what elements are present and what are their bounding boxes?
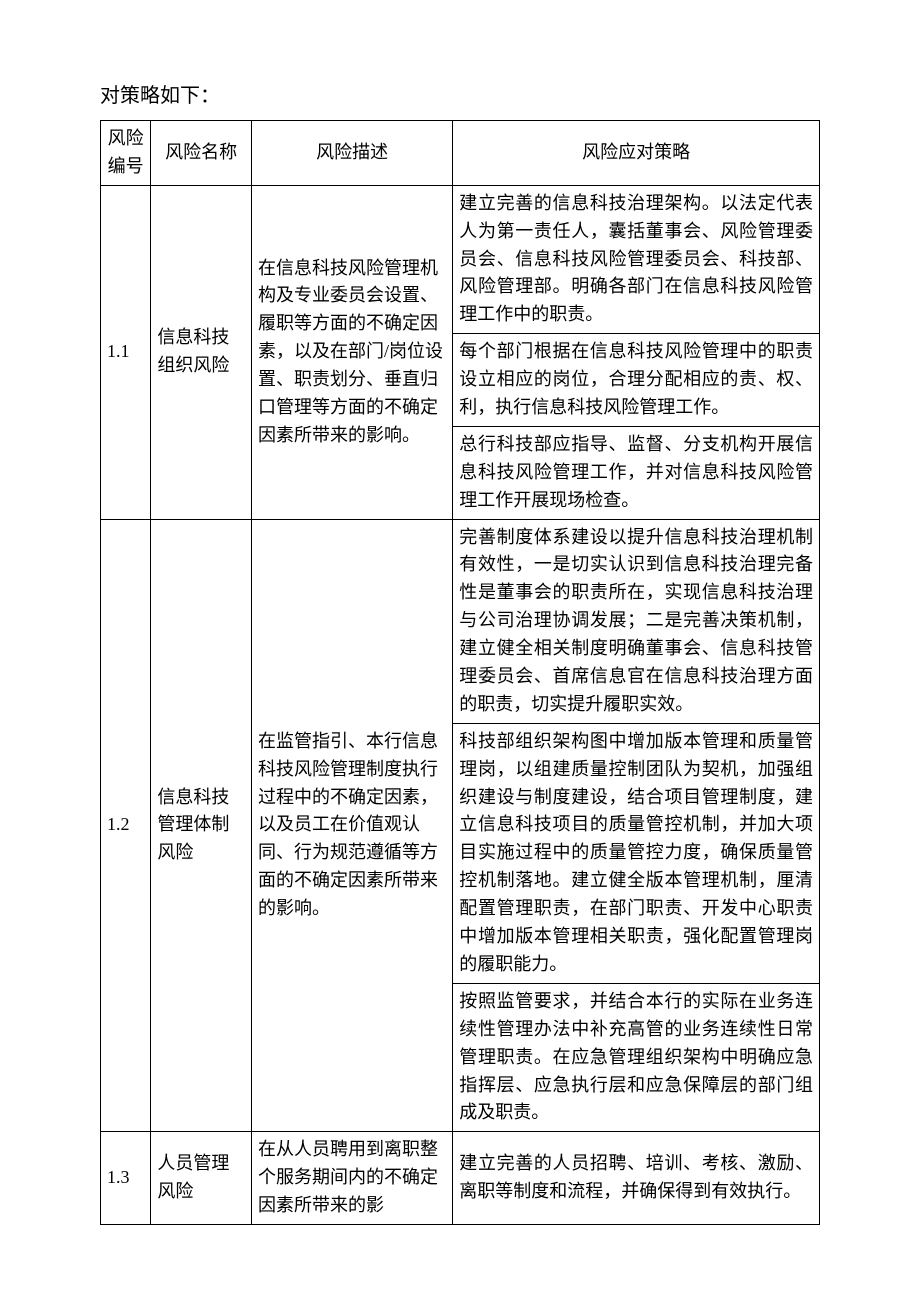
cell-strategy: 完善制度体系建设以提升信息科技治理机制有效性，一是切实认识到信息科技治理完备性是…	[453, 519, 820, 723]
header-strategy: 风险应对策略	[453, 121, 820, 186]
cell-strategy: 建立完善的人员招聘、培训、考核、激励、离职等制度和流程，并确保得到有效执行。	[453, 1132, 820, 1225]
cell-strategy: 总行科技部应指导、监督、分支机构开展信息科技风险管理工作，并对信息科技风险管理工…	[453, 426, 820, 519]
header-id: 风险编号	[101, 121, 151, 186]
cell-id: 1.3	[101, 1132, 151, 1225]
intro-text: 对策略如下：	[100, 80, 820, 112]
cell-name: 信息科技组织风险	[151, 185, 252, 519]
table-row: 1.3 人员管理风险 在从人员聘用到离职整个服务期间内的不确定因素所带来的影 建…	[101, 1132, 820, 1225]
risk-table: 风险编号 风险名称 风险描述 风险应对策略 1.1 信息科技组织风险 在信息科技…	[100, 120, 820, 1225]
cell-id: 1.2	[101, 519, 151, 1132]
cell-desc: 在从人员聘用到离职整个服务期间内的不确定因素所带来的影	[251, 1132, 452, 1225]
table-row: 1.1 信息科技组织风险 在信息科技风险管理机构及专业委员会设置、履职等方面的不…	[101, 185, 820, 333]
cell-id: 1.1	[101, 185, 151, 519]
cell-desc: 在监管指引、本行信息科技风险管理制度执行过程中的不确定因素，以及员工在价值观认同…	[251, 519, 452, 1132]
table-header-row: 风险编号 风险名称 风险描述 风险应对策略	[101, 121, 820, 186]
table-row: 1.2 信息科技管理体制风险 在监管指引、本行信息科技风险管理制度执行过程中的不…	[101, 519, 820, 723]
cell-strategy: 科技部组织架构图中增加版本管理和质量管理岗，以组建质量控制团队为契机，加强组织建…	[453, 723, 820, 983]
cell-strategy: 建立完善的信息科技治理架构。以法定代表人为第一责任人，囊括董事会、风险管理委员会…	[453, 185, 820, 333]
header-name: 风险名称	[151, 121, 252, 186]
header-desc: 风险描述	[251, 121, 452, 186]
cell-desc: 在信息科技风险管理机构及专业委员会设置、履职等方面的不确定因素，以及在部门/岗位…	[251, 185, 452, 519]
cell-strategy: 每个部门根据在信息科技风险管理中的职责设立相应的岗位，合理分配相应的责、权、利，…	[453, 334, 820, 427]
cell-strategy: 按照监管要求，并结合本行的实际在业务连续性管理办法中补充高管的业务连续性日常管理…	[453, 983, 820, 1131]
cell-name: 人员管理风险	[151, 1132, 252, 1225]
cell-name: 信息科技管理体制风险	[151, 519, 252, 1132]
